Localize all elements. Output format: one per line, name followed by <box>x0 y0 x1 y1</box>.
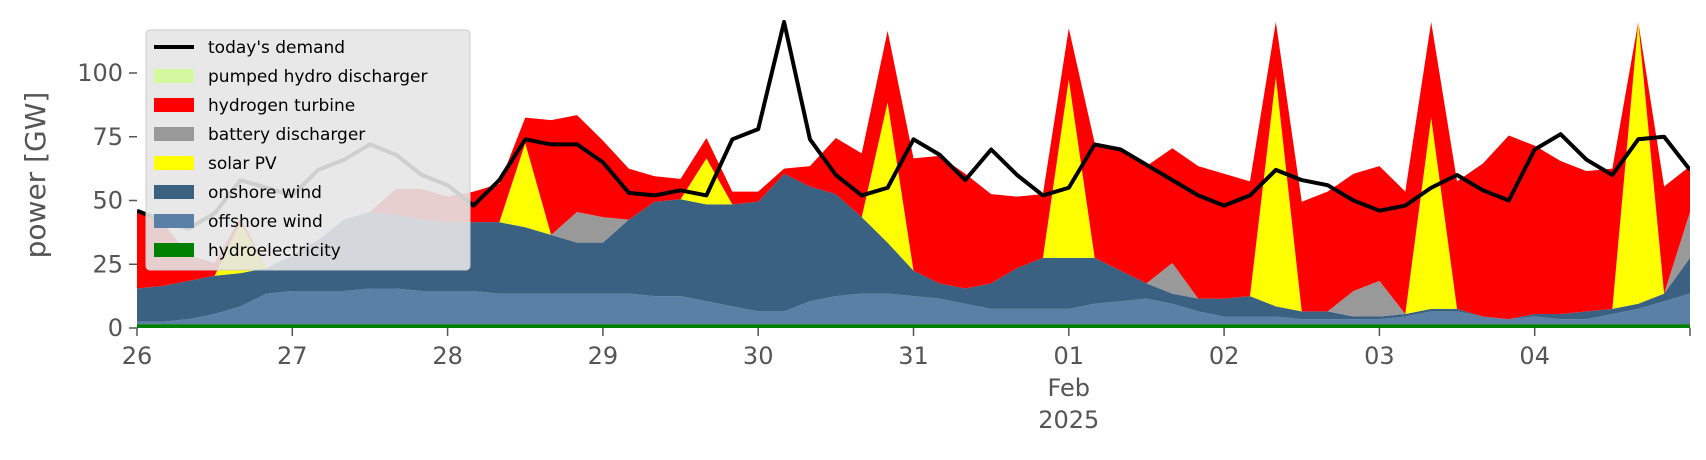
area-hydrogen-turbine <box>137 22 1690 320</box>
stacked-area-layer <box>137 22 1690 328</box>
legend-label: hydrogen turbine <box>208 96 355 116</box>
legend-swatch <box>154 127 194 141</box>
area-offshore-wind <box>137 288 1690 325</box>
legend-swatch <box>154 243 194 257</box>
legend: today's demand pumped hydro discharger hyd… <box>145 29 471 271</box>
legend-swatch <box>154 69 194 83</box>
x-tick-label: 04 <box>1519 342 1550 370</box>
x-tick-label: 28 <box>432 342 463 370</box>
x-month-label: Feb <box>1048 374 1091 402</box>
x-tick-label: 03 <box>1364 342 1395 370</box>
area-onshore-wind <box>137 173 1690 322</box>
area-hydroelectricity <box>137 324 1690 328</box>
legend-label: onshore wind <box>208 183 322 203</box>
y-tick-label: 75 <box>92 123 123 151</box>
x-tick-label: 26 <box>122 342 153 370</box>
x-year-label: 2025 <box>1038 406 1099 434</box>
y-axis-label: power [GW] <box>19 92 52 259</box>
y-tick-label: 50 <box>92 187 123 215</box>
legend-swatch <box>154 156 194 170</box>
legend-label: pumped hydro discharger <box>208 67 427 87</box>
x-tick-label: 31 <box>898 342 929 370</box>
x-tick-label: 27 <box>277 342 308 370</box>
x-tick-label: 30 <box>743 342 774 370</box>
legend-label: offshore wind <box>208 212 323 232</box>
y-tick-label: 25 <box>92 250 123 278</box>
legend-box <box>145 29 471 271</box>
x-tick-label: 01 <box>1054 342 1085 370</box>
axes: 0 25 50 75 100 26 27 28 29 30 31 01 Feb 2025 02 03 04 <box>77 59 1691 434</box>
legend-label: battery discharger <box>208 125 365 145</box>
legend-label: today's demand <box>208 38 345 58</box>
y-tick-label: 0 <box>108 314 123 342</box>
y-tick-label: 100 <box>77 59 123 87</box>
x-tick-label: 29 <box>588 342 619 370</box>
legend-label: solar PV <box>208 154 277 174</box>
legend-label: hydroelectricity <box>208 241 341 261</box>
legend-swatch <box>154 214 194 228</box>
legend-swatch <box>154 185 194 199</box>
legend-swatch <box>154 98 194 112</box>
x-tick-label: 02 <box>1209 342 1240 370</box>
